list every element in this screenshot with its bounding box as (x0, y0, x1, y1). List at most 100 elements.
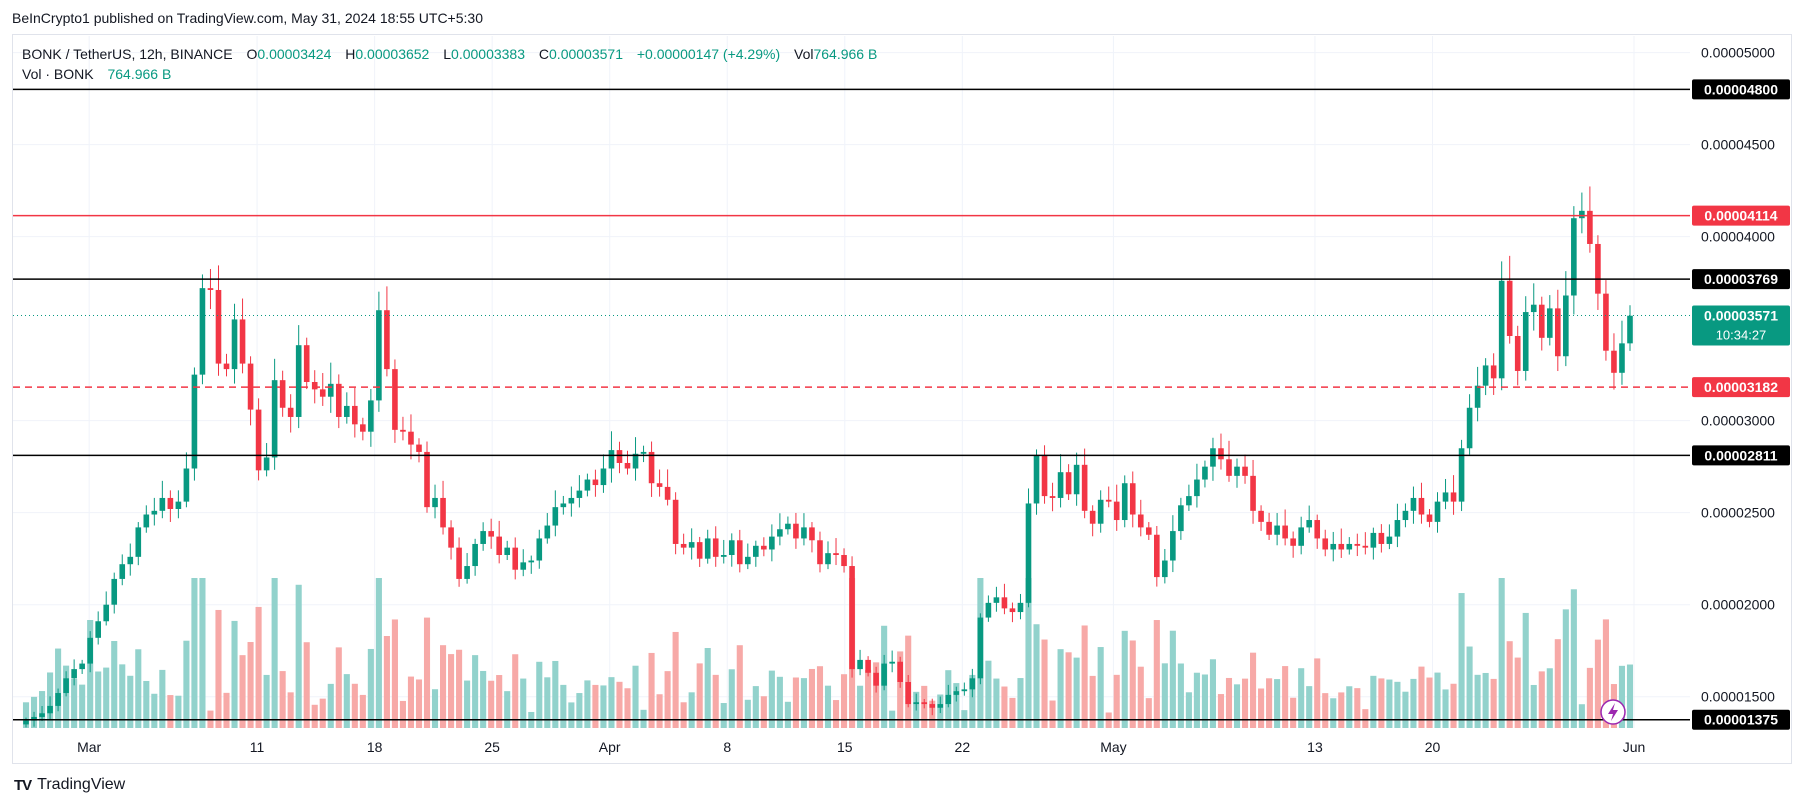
candle[interactable] (969, 668, 976, 698)
candle[interactable] (536, 529, 543, 569)
candle[interactable] (1538, 296, 1545, 351)
candle[interactable] (271, 358, 278, 470)
candle[interactable] (448, 520, 454, 560)
candle[interactable] (384, 286, 390, 377)
candle[interactable] (63, 671, 69, 697)
candle[interactable] (1450, 475, 1457, 515)
candle[interactable] (897, 656, 903, 688)
candle[interactable] (504, 540, 511, 561)
candle[interactable] (39, 706, 45, 722)
candle[interactable] (1001, 583, 1008, 615)
candle[interactable] (801, 513, 807, 546)
candle[interactable] (865, 656, 871, 677)
candle[interactable] (464, 553, 470, 584)
candle[interactable] (79, 659, 85, 674)
candle[interactable] (1178, 497, 1184, 540)
candle[interactable] (777, 513, 783, 546)
candle[interactable] (656, 469, 663, 497)
candle[interactable] (1546, 295, 1553, 346)
candle[interactable] (728, 533, 735, 567)
candle[interactable] (1322, 529, 1329, 557)
candle[interactable] (1065, 464, 1072, 501)
candle[interactable] (496, 520, 502, 564)
replay-icon[interactable] (1600, 699, 1626, 725)
candle[interactable] (1466, 394, 1473, 455)
candle[interactable] (71, 659, 77, 686)
candle[interactable] (769, 524, 775, 562)
candle[interactable] (1170, 515, 1176, 573)
candle[interactable] (785, 516, 791, 535)
candle[interactable] (849, 556, 855, 678)
candle[interactable] (223, 353, 230, 377)
candle[interactable] (712, 526, 719, 567)
candle[interactable] (1346, 537, 1353, 555)
candle[interactable] (456, 537, 462, 587)
candle[interactable] (720, 539, 727, 564)
candle[interactable] (1314, 514, 1321, 549)
candle[interactable] (1498, 261, 1505, 391)
candle[interactable] (183, 452, 190, 508)
candle[interactable] (95, 611, 101, 645)
candle[interactable] (664, 469, 671, 506)
candle[interactable] (825, 541, 831, 570)
candle[interactable] (263, 443, 270, 477)
candle[interactable] (480, 522, 486, 551)
candle[interactable] (1418, 482, 1425, 524)
candle[interactable] (135, 522, 142, 566)
candle[interactable] (167, 490, 174, 522)
candle[interactable] (303, 337, 310, 390)
candle[interactable] (1563, 271, 1569, 367)
candle[interactable] (1017, 593, 1024, 620)
candle[interactable] (1306, 505, 1313, 533)
candle[interactable] (1378, 524, 1385, 553)
candle[interactable] (416, 438, 422, 463)
candle[interactable] (1025, 488, 1032, 608)
candle[interactable] (1250, 459, 1256, 524)
candle[interactable] (640, 445, 647, 463)
candle[interactable] (600, 454, 607, 493)
candle[interactable] (1057, 454, 1064, 508)
candle[interactable] (1603, 280, 1609, 361)
candle[interactable] (1627, 305, 1633, 351)
candle[interactable] (368, 388, 374, 447)
footer-brand[interactable]: TV TradingView (14, 776, 125, 794)
candle[interactable] (215, 265, 222, 376)
candle[interactable] (1282, 509, 1288, 546)
candle[interactable] (1242, 454, 1248, 484)
candle[interactable] (1121, 475, 1128, 528)
candle[interactable] (520, 549, 527, 577)
candle[interactable] (696, 536, 703, 567)
candle[interactable] (472, 538, 478, 576)
candle[interactable] (608, 431, 615, 483)
candle[interactable] (287, 394, 294, 433)
candle[interactable] (87, 631, 93, 673)
candle[interactable] (1226, 440, 1232, 482)
candle[interactable] (761, 537, 767, 557)
candle[interactable] (1338, 528, 1345, 558)
candle[interactable] (1234, 458, 1240, 488)
candle[interactable] (1474, 366, 1481, 422)
candle[interactable] (1386, 524, 1393, 550)
candle[interactable] (1266, 512, 1272, 541)
candle[interactable] (1298, 516, 1304, 555)
candle[interactable] (151, 497, 158, 526)
candle[interactable] (592, 469, 599, 497)
candle[interactable] (1210, 437, 1216, 481)
candle[interactable] (1490, 353, 1497, 395)
candle[interactable] (488, 518, 494, 549)
candle[interactable] (977, 613, 984, 685)
legend-volume-series[interactable]: Vol · BONK (22, 66, 94, 82)
candle[interactable] (319, 373, 326, 406)
candle[interactable] (1394, 503, 1401, 548)
candle[interactable] (440, 480, 446, 535)
candle[interactable] (857, 649, 863, 676)
candle[interactable] (1081, 448, 1088, 519)
candle[interactable] (833, 538, 839, 566)
candle[interactable] (1530, 283, 1537, 331)
candle[interactable] (175, 490, 182, 519)
candle[interactable] (231, 303, 238, 384)
candle[interactable] (889, 650, 895, 673)
candle[interactable] (1194, 463, 1200, 508)
candle[interactable] (1137, 499, 1144, 537)
candle[interactable] (432, 484, 438, 519)
